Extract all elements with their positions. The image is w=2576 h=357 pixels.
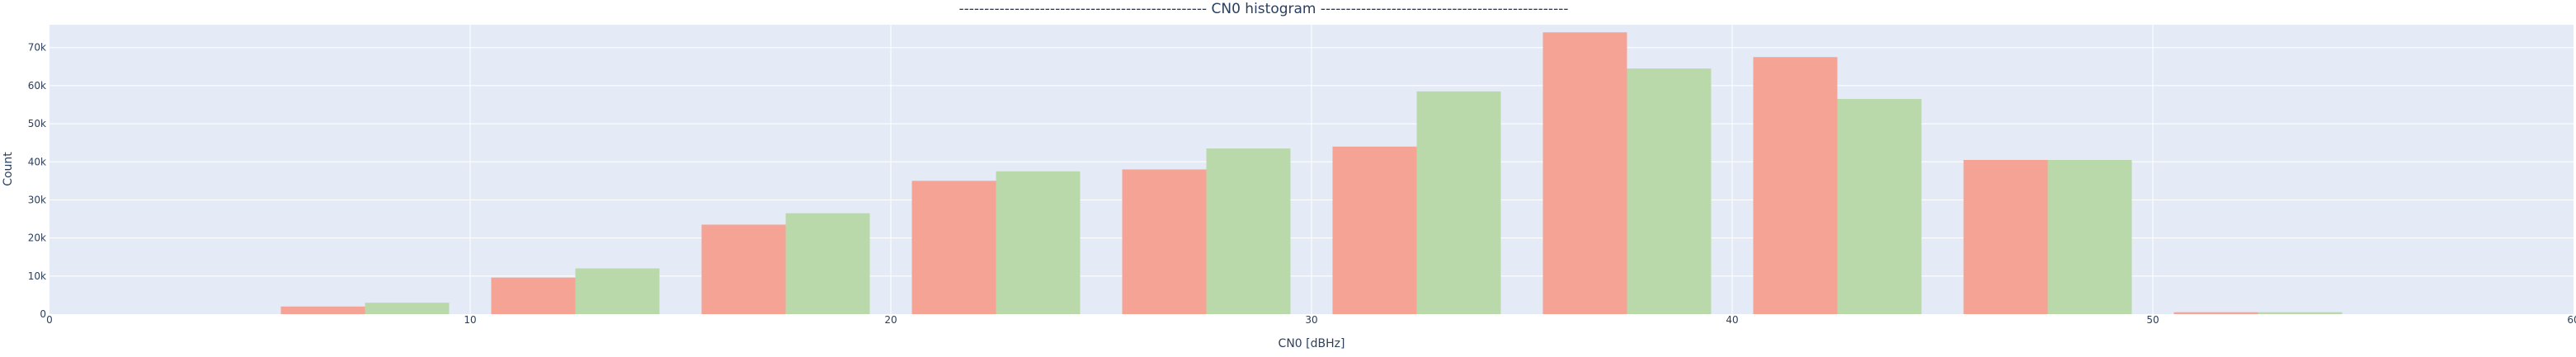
y-tick-label: 0 [40,308,46,320]
x-tick-label: 20 [884,314,897,326]
x-axis-label: CN0 [dBHz] [1279,337,1345,350]
histogram-bar [2258,312,2343,314]
histogram-bar [1122,169,1207,314]
x-tick-label: 60 [2567,314,2576,326]
histogram-bar [996,171,1081,314]
x-tick-label: 50 [2146,314,2159,326]
y-axis-label: Count [2,152,15,186]
histogram-bar [365,303,450,314]
chart-title: ----------------------------------------… [959,1,1569,17]
x-axis-ticks: 0 10 20 30 40 50 60 [46,314,2576,326]
histogram-bar [2173,312,2258,314]
y-tick-label: 40k [28,156,46,167]
histogram-bar [1416,91,1501,315]
gridlines [49,25,2574,314]
y-tick-label: 10k [28,270,46,282]
histogram-bar [1963,159,2048,314]
x-tick-label: 30 [1305,314,1317,326]
histogram-bar [491,277,576,314]
histogram-bar [280,306,365,314]
histogram-bar [1332,146,1417,314]
y-tick-label: 30k [28,194,46,205]
histogram-bar [701,224,786,314]
histogram-bar [1837,99,1922,315]
histogram-bar [1206,148,1291,314]
histogram-bar [1542,32,1627,314]
x-tick-label: 40 [1726,314,1738,326]
histogram-bar [1627,68,1712,314]
histogram-bar [785,213,870,314]
y-tick-label: 50k [28,118,46,129]
histogram-bar [1753,57,1838,314]
histogram-bar [575,268,660,314]
x-tick-label: 0 [46,314,53,326]
y-axis-ticks: 0 10k 20k 30k 40k 50k 60k 70k [28,42,46,320]
histogram-bars [280,32,2343,315]
histogram-bar [2047,159,2132,314]
histogram-bar [911,181,996,314]
y-tick-label: 70k [28,42,46,54]
x-tick-label: 10 [464,314,476,326]
y-tick-label: 20k [28,233,46,244]
y-tick-label: 60k [28,80,46,92]
